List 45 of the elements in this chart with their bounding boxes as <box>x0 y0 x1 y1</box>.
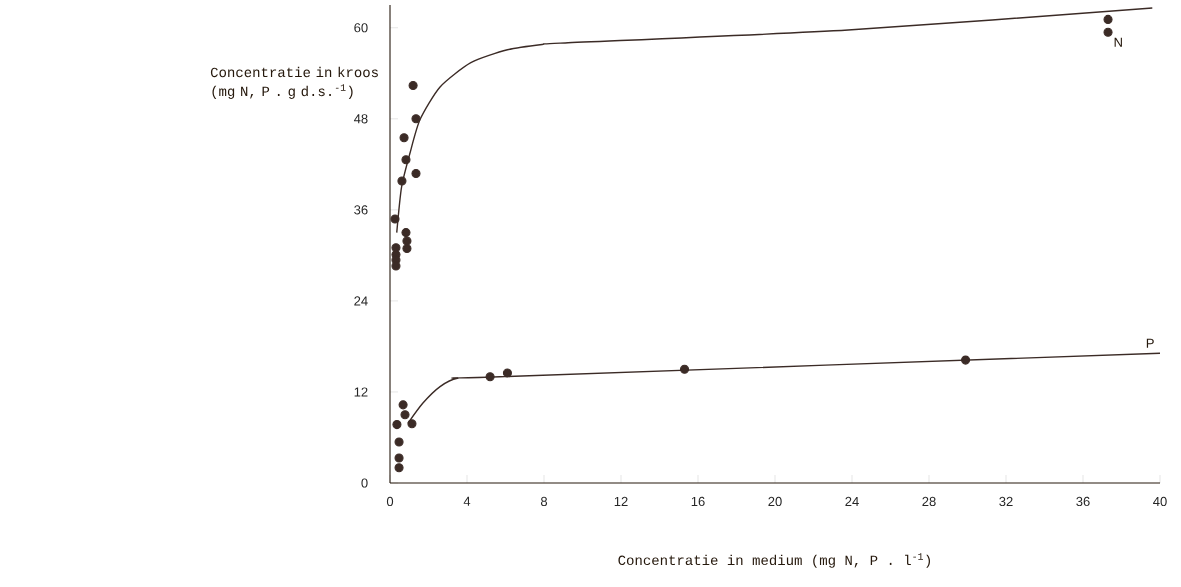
point <box>402 244 412 254</box>
x-tick-label: 24 <box>845 496 859 506</box>
series-label: P <box>1146 338 1154 348</box>
x-tick-label: 0 <box>386 496 394 507</box>
y-tick-label: 12 <box>354 387 368 397</box>
y-tick-label: 24 <box>354 296 368 306</box>
point <box>392 420 402 430</box>
x-axis-title: Concentratie in medium (mg N, P . l$^{-1}$) <box>618 553 930 568</box>
point <box>401 228 411 238</box>
y-tick-label: 60 <box>354 23 368 33</box>
point <box>397 176 407 186</box>
point <box>391 261 401 271</box>
x-tick-label: 28 <box>922 496 936 507</box>
point <box>679 364 690 374</box>
point <box>1103 27 1113 37</box>
point <box>411 114 421 124</box>
y-axis-title: Concentratie in kroos (mg N, P . g d.s.$^{-1}$) <box>210 66 378 99</box>
point <box>394 437 404 447</box>
point <box>961 355 971 365</box>
point <box>408 80 418 90</box>
point <box>1103 14 1113 24</box>
y-tick-label: 48 <box>353 114 368 124</box>
point <box>411 168 421 178</box>
x-tick-label: 8 <box>540 496 548 507</box>
x-tick-label: 16 <box>691 496 705 507</box>
point <box>402 236 412 246</box>
y-tick-label: 36 <box>354 205 368 215</box>
point <box>394 463 404 473</box>
point <box>399 133 409 143</box>
point <box>401 155 411 165</box>
point <box>400 410 410 420</box>
point <box>407 419 417 429</box>
series-label: N <box>1114 37 1122 47</box>
x-tick-label: 40 <box>1153 496 1167 507</box>
point <box>502 368 512 378</box>
x-tick-label: 36 <box>1076 496 1090 507</box>
x-tick-label: 12 <box>614 496 628 506</box>
point <box>398 400 408 410</box>
point <box>390 214 400 224</box>
x-tick-label: 32 <box>999 496 1013 507</box>
y-tick-label: 0 <box>361 478 368 488</box>
x-tick-label: 20 <box>768 496 782 507</box>
point <box>394 453 404 463</box>
x-tick-label: 4 <box>463 496 471 506</box>
point <box>485 372 495 382</box>
